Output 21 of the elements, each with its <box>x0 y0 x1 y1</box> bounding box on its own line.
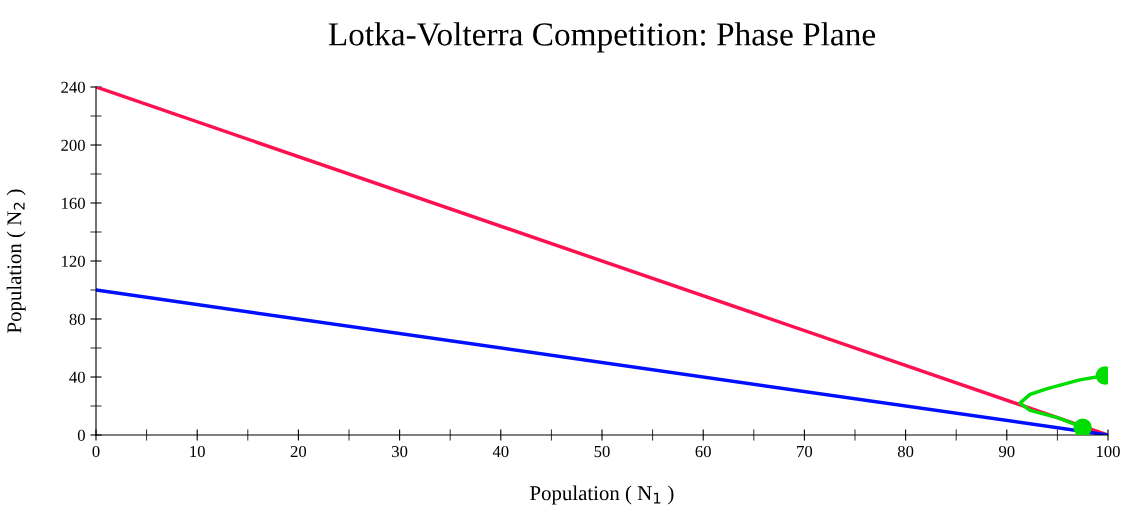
x-tick-label: 70 <box>797 445 813 458</box>
y-tick-label: 120 <box>62 255 85 267</box>
y-tick-label: 160 <box>62 197 85 209</box>
x-tick-label: 80 <box>897 445 914 458</box>
x-tick-label: 40 <box>492 445 509 458</box>
x-tick-label: 0 <box>92 445 100 458</box>
x-tick-label: 60 <box>695 445 711 458</box>
x-tick-label: 100 <box>1096 445 1120 458</box>
y-tick-label: 240 <box>61 81 85 93</box>
x-tick-label: 30 <box>392 445 408 458</box>
y-tick-label: 200 <box>61 139 85 151</box>
chart-title: Lotka-Volterra Competition: Phase Plane <box>328 22 876 53</box>
y-axis-title: Population ( N$_{2}$ ) <box>6 189 26 333</box>
x-axis-title: Population ( N$_{1}$ ) <box>530 485 674 505</box>
x-tick-label: 50 <box>594 445 610 458</box>
y-tick-label: 0 <box>77 429 85 441</box>
y-tick-label: 40 <box>69 371 85 383</box>
x-tick-label: 10 <box>190 445 205 458</box>
x-tick-label: 20 <box>290 445 307 458</box>
y-tick-label: 80 <box>69 313 85 325</box>
x-tick-label: 90 <box>999 445 1015 458</box>
